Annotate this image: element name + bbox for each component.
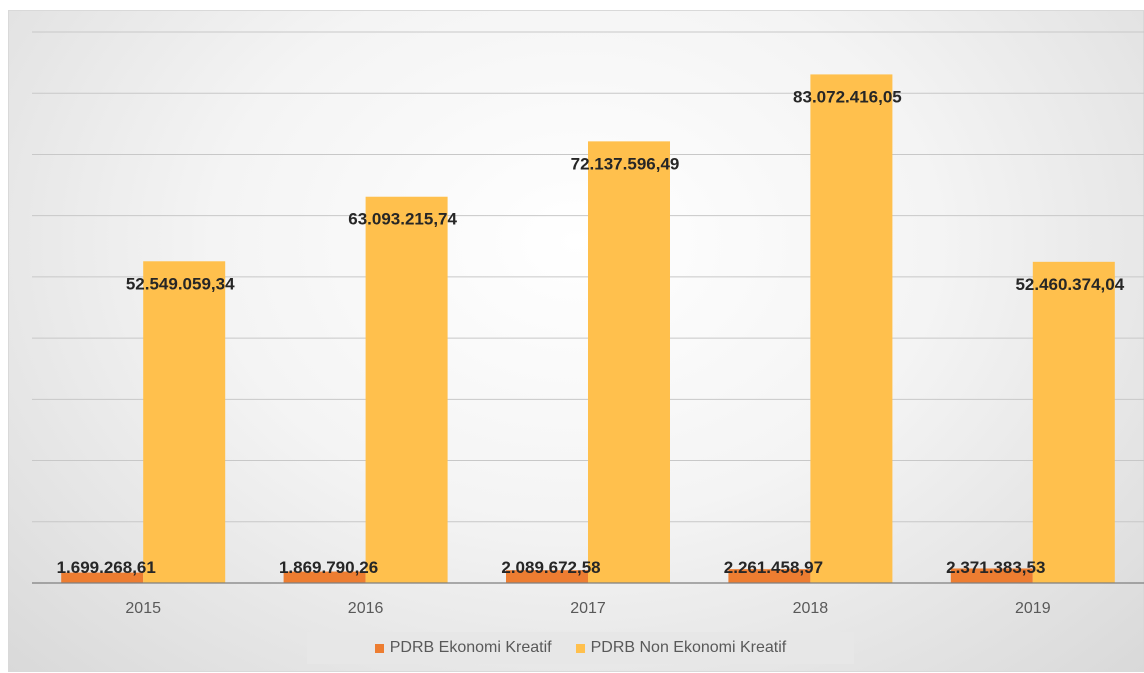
bar-ekonomi-kreatif-2015	[61, 572, 144, 583]
legend-swatch-non-ekonomi-kreatif	[575, 643, 585, 653]
x-tick-2015: 2015	[125, 600, 161, 617]
value-label-non-ekonomi-kreatif-2017: 72.137.596,49	[571, 154, 680, 173]
value-label-non-ekonomi-kreatif-2015: 52.549.059,34	[126, 274, 235, 293]
bar-ekonomi-kreatif-2016	[283, 571, 366, 583]
x-tick-2019: 2019	[1015, 600, 1051, 617]
bar-non-ekonomi-kreatif-2019	[1032, 261, 1115, 583]
x-tick-2016: 2016	[348, 600, 384, 617]
legend: PDRB Ekonomi Kreatif PDRB Non Ekonomi Kr…	[307, 632, 854, 664]
bar-non-ekonomi-kreatif-2017	[588, 141, 670, 583]
x-tick-2018: 2018	[793, 600, 829, 617]
bars	[61, 74, 1115, 584]
value-label-ekonomi-kreatif-2015: 1.699.268,61	[57, 558, 156, 577]
bar-non-ekonomi-kreatif-2018	[810, 74, 893, 584]
bar-ekonomi-kreatif-2017	[506, 570, 588, 583]
value-label-ekonomi-kreatif-2019: 2.371.383,53	[946, 558, 1045, 577]
value-label-non-ekonomi-kreatif-2019: 52.460.374,04	[1015, 275, 1124, 294]
value-label-ekonomi-kreatif-2018: 2.261.458,97	[724, 558, 823, 577]
legend-label-ekonomi-kreatif: PDRB Ekonomi Kreatif	[389, 639, 552, 656]
bar-non-ekonomi-kreatif-2016	[365, 196, 448, 583]
x-tick-2017: 2017	[570, 600, 606, 617]
value-labels: 1.699.268,61 52.549.059,34 1.869.790,26 63.…	[57, 87, 1125, 577]
bar-chart: 1.699.268,61 52.549.059,34 1.869.790,26 63.…	[32, 31, 1144, 617]
bar-ekonomi-kreatif-2019	[950, 568, 1033, 583]
legend-item-ekonomi-kreatif: PDRB Ekonomi Kreatif	[374, 639, 552, 657]
value-label-ekonomi-kreatif-2016: 1.869.790,26	[279, 558, 378, 577]
value-label-non-ekonomi-kreatif-2016: 63.093.215,74	[348, 210, 457, 229]
x-axis-ticks: 2015 2016 2017 2018 2019	[125, 600, 1050, 617]
value-label-non-ekonomi-kreatif-2018: 83.072.416,05	[793, 87, 902, 106]
value-label-ekonomi-kreatif-2017: 2.089.672,58	[501, 558, 600, 577]
legend-label-non-ekonomi-kreatif: PDRB Non Ekonomi Kreatif	[590, 639, 787, 656]
bar-ekonomi-kreatif-2018	[728, 569, 811, 583]
bar-non-ekonomi-kreatif-2015	[143, 261, 226, 583]
legend-swatch-ekonomi-kreatif	[374, 643, 384, 653]
legend-item-non-ekonomi-kreatif: PDRB Non Ekonomi Kreatif	[575, 639, 787, 657]
